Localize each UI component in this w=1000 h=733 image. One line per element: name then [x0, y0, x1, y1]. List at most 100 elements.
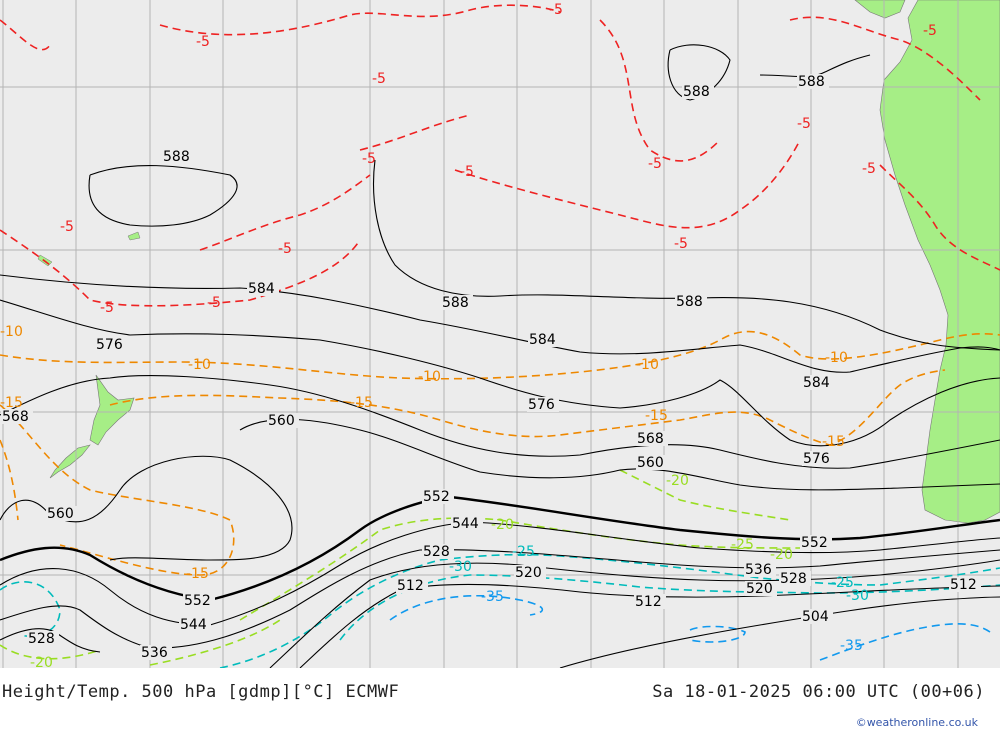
height-contour-label: 536: [745, 562, 772, 578]
temp-contour-label: -5: [196, 34, 210, 50]
temp-contour-label: -5: [460, 164, 474, 180]
central-america-land: [854, 0, 906, 19]
height-contour-label: 584: [248, 281, 275, 297]
height-contour-label: 576: [528, 397, 555, 413]
temp-contour-label: -15: [186, 566, 209, 582]
height-contour-label: 520: [746, 581, 773, 597]
height-contour-label: 544: [180, 617, 207, 633]
height-label-bg: [422, 489, 454, 504]
island-fiji: [127, 231, 141, 241]
height-contour-label: 552: [184, 593, 211, 609]
temp-contour-label: -35: [481, 589, 504, 605]
height-contour-label: 512: [635, 594, 662, 610]
temp-contour-label: -20: [666, 473, 689, 489]
height-label-bg: [800, 535, 832, 550]
height-label-bg: [95, 337, 127, 352]
temp-contour-label: -30: [846, 588, 869, 604]
height-contour-label: 576: [803, 451, 830, 467]
temp-contour-label: -5: [362, 151, 376, 167]
height-label-bg: [1, 409, 33, 424]
height-contour-label: 512: [950, 577, 977, 593]
temp-contour-label: -20: [491, 517, 514, 533]
temp-contour-label: -15: [822, 434, 845, 450]
temp-contours-minus35: [389, 595, 991, 661]
temp-contour-label: -5: [207, 295, 221, 311]
height-label-bg: [802, 451, 834, 466]
height-label-bg: [797, 74, 829, 89]
temp-contour-label: -5: [862, 161, 876, 177]
height-label-bg: [745, 581, 777, 596]
height-contour-label: 552: [423, 489, 450, 505]
height-label-bg: [46, 506, 78, 521]
map-title-left: Height/Temp. 500 hPa [gdmp][°C] ECMWF: [2, 682, 399, 702]
temp-contour-label: -20: [30, 655, 53, 671]
temp-contour-label: -5: [674, 236, 688, 252]
temp-contour-label: -35: [840, 638, 863, 654]
temp-contour-label: -10: [188, 357, 211, 373]
height-contour-label: 528: [28, 631, 55, 647]
height-contour-label: 568: [2, 409, 29, 425]
height-label-bg: [179, 617, 211, 632]
height-label-bg: [162, 149, 194, 164]
temp-contour-label: -15: [645, 408, 668, 424]
height-label-bg: [744, 562, 776, 577]
temp-contour-label: -10: [636, 357, 659, 373]
temp-contour-label: -5: [100, 300, 114, 316]
height-label-bg: [528, 332, 560, 347]
height-contour-label: 568: [637, 431, 664, 447]
temp-contours-minus15: [0, 369, 946, 576]
height-label-bg: [396, 578, 428, 593]
height-label-bg: [802, 375, 834, 390]
temp-contour-label: -5: [797, 116, 811, 132]
temp-contour-label: -5: [278, 241, 292, 257]
height-label-layer: 588 588 588 588 588 584 584 584 576 576 576 568 568 5…: [1, 74, 981, 661]
temp-contour-label: -5: [549, 2, 563, 18]
temp-contour-label: -10: [825, 350, 848, 366]
height-label-bg: [675, 294, 707, 309]
height-contour-label: 512: [397, 578, 424, 594]
height-contour-label: 588: [163, 149, 190, 165]
height-contour-label: 584: [803, 375, 830, 391]
temp-contour-label: -15: [0, 395, 23, 411]
height-contour-label: 544: [452, 516, 479, 532]
height-label-bg: [949, 577, 981, 592]
height-label-bg: [140, 645, 172, 660]
south-america-land: [879, 0, 1000, 524]
height-contour-label: 536: [141, 645, 168, 661]
height-label-bg: [451, 516, 483, 531]
credit-text: ©weatheronline.co.uk: [856, 716, 979, 729]
height-contour-label: 560: [268, 413, 295, 429]
new-zealand-south-island: [49, 444, 91, 479]
temp-contour-label: -5: [923, 23, 937, 39]
lat-lon-grid: [0, 0, 1000, 668]
height-contour-label: 588: [676, 294, 703, 310]
height-contour-label: 528: [423, 544, 450, 560]
height-contour-label: 576: [96, 337, 123, 353]
height-label-bg: [779, 571, 811, 586]
temp-contour-label: -15: [350, 395, 373, 411]
height-contour-label: 552: [801, 535, 828, 551]
temp-contour-label: -5: [60, 219, 74, 235]
height-label-bg: [514, 565, 546, 580]
new-zealand-north-island: [89, 374, 135, 446]
temp-contours-minus20: [0, 469, 801, 666]
temp-contour-label: -30: [449, 559, 472, 575]
height-label-bg: [183, 593, 215, 608]
map-title-right: Sa 18-01-2025 06:00 UTC (00+06): [652, 682, 985, 702]
height-label-bg: [636, 455, 668, 470]
height-label-bg: [682, 84, 714, 99]
temp-contour-label: -25: [831, 575, 854, 591]
temp-contour-label: -5: [648, 156, 662, 172]
height-label-bg: [247, 281, 279, 296]
height-label-bg: [27, 631, 59, 646]
temp-contour-label: -25: [731, 537, 754, 553]
temp-contours-minus10: [0, 330, 1000, 380]
footer-band: [0, 668, 1000, 733]
height-label-bg: [634, 594, 666, 609]
height-label-bg: [527, 397, 559, 412]
temp-contour-label: -25: [512, 544, 535, 560]
height-contour-label: 520: [515, 565, 542, 581]
temp-contours-minus30: [339, 574, 1000, 641]
height-label-bg: [636, 431, 668, 446]
